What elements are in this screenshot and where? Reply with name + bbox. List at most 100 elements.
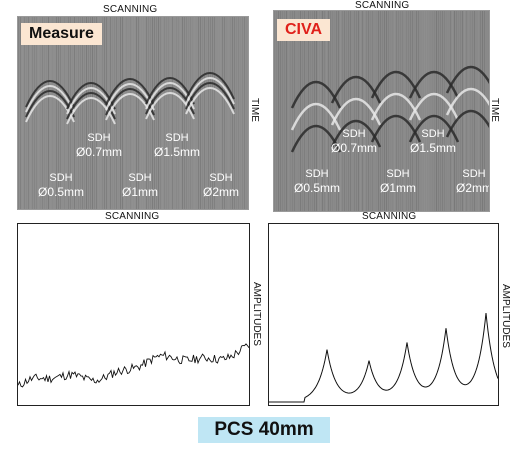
- sdh-echo-arc: [445, 109, 489, 138]
- bscan-texture-line: [88, 17, 89, 209]
- bscan-texture-line: [170, 17, 171, 209]
- sdh-label-0-7mm: SDH Ø0.7mm: [331, 128, 377, 156]
- bscan-texture-line: [274, 11, 275, 211]
- bscan-texture-line: [288, 11, 289, 211]
- sdh-label-text: SDH: [165, 132, 189, 144]
- sdh-label-text: SDH: [87, 132, 111, 144]
- sdh-echo-arc: [408, 114, 460, 143]
- bscan-texture-line: [320, 11, 321, 211]
- bscan-texture-line: [444, 11, 445, 211]
- bscan-texture-line: [204, 17, 205, 209]
- bscan-texture-line: [420, 11, 421, 211]
- bscan-texture-line: [390, 11, 391, 211]
- bscan-texture-line: [380, 11, 381, 211]
- bscan-texture-line: [400, 11, 401, 211]
- sdh-diameter: Ø2mm: [203, 185, 239, 200]
- bscan-texture-line: [122, 17, 123, 209]
- bscan-texture-line: [484, 11, 485, 211]
- bscan-texture-line: [404, 11, 405, 211]
- bscan-texture-line: [356, 11, 357, 211]
- bscan-texture-line: [432, 11, 433, 211]
- bscan-texture-line: [312, 11, 313, 211]
- sdh-diameter: Ø0.7mm: [331, 141, 378, 156]
- bscan-texture-line: [300, 11, 301, 211]
- bscan-texture-line: [140, 17, 141, 209]
- bscan-texture-line: [236, 17, 237, 209]
- bscan-texture-line: [410, 11, 411, 211]
- bscan-texture-line: [46, 17, 47, 209]
- bscan-texture-line: [94, 17, 95, 209]
- bscan-texture-line: [136, 17, 137, 209]
- sdh-echo-arc: [445, 65, 489, 94]
- bscan-texture-line: [52, 17, 53, 209]
- sdh-echo-arc: [66, 97, 116, 125]
- sdh-diameter: Ø0.7mm: [76, 145, 123, 160]
- left-bscan-image: Measure SDH Ø0.7mm SDH Ø1.5mm SDH Ø0.5mm…: [17, 16, 249, 210]
- bscan-texture-line: [308, 11, 309, 211]
- bscan-texture-line: [212, 17, 213, 209]
- bscan-texture-line: [116, 17, 117, 209]
- sdh-diameter: Ø1.5mm: [410, 141, 457, 156]
- bscan-texture-line: [158, 17, 159, 209]
- bscan-texture-line: [460, 11, 461, 211]
- right-plot-scanning-axis-label: SCANNING: [362, 211, 417, 222]
- bscan-texture-line: [32, 17, 33, 209]
- bscan-texture-line: [482, 11, 483, 211]
- amplitude-trace: [17, 343, 250, 388]
- bscan-texture-line: [326, 11, 327, 211]
- bscan-texture-line: [54, 17, 55, 209]
- bscan-texture-line: [40, 17, 41, 209]
- bscan-texture-line: [20, 17, 21, 209]
- bscan-texture-line: [242, 17, 243, 209]
- bscan-texture-line: [78, 17, 79, 209]
- sdh-echo-arc: [66, 87, 116, 115]
- sdh-label-1-5mm: SDH Ø1.5mm: [410, 128, 456, 156]
- bscan-texture-line: [488, 11, 489, 211]
- sdh-label-1mm: SDH Ø1mm: [380, 168, 416, 196]
- bscan-texture-line: [240, 17, 241, 209]
- bscan-texture-line: [132, 17, 133, 209]
- bscan-texture-line: [442, 11, 443, 211]
- sdh-echo-arc: [185, 77, 235, 105]
- bscan-texture-line: [226, 17, 227, 209]
- sdh-echo-arc: [408, 70, 460, 99]
- bscan-texture-line: [58, 17, 59, 209]
- bscan-texture-line: [222, 17, 223, 209]
- bscan-texture-line: [282, 11, 283, 211]
- bscan-texture-line: [180, 17, 181, 209]
- left-plot-scanning-axis-label: SCANNING: [105, 211, 160, 222]
- sdh-label-0-7mm: SDH Ø0.7mm: [76, 132, 122, 160]
- bscan-texture-line: [374, 11, 375, 211]
- sdh-label-text: SDH: [342, 128, 366, 140]
- bscan-texture-line: [438, 11, 439, 211]
- sdh-diameter: Ø1.5mm: [154, 145, 201, 160]
- bscan-texture-line: [276, 11, 277, 211]
- bscan-texture-line: [392, 11, 393, 211]
- bscan-texture-line: [48, 17, 49, 209]
- bscan-texture-line: [156, 17, 157, 209]
- bscan-texture-line: [238, 17, 239, 209]
- bscan-texture-line: [174, 17, 175, 209]
- bscan-texture-line: [162, 17, 163, 209]
- bscan-texture-line: [352, 11, 353, 211]
- bscan-texture-line: [378, 11, 379, 211]
- bscan-texture-line: [200, 17, 201, 209]
- bscan-texture-line: [38, 17, 39, 209]
- bscan-texture-line: [216, 17, 217, 209]
- bscan-texture-line: [124, 17, 125, 209]
- bscan-texture-line: [336, 11, 337, 211]
- sdh-label-text: SDH: [386, 168, 410, 180]
- bscan-texture-line: [60, 17, 61, 209]
- bscan-texture-line: [440, 11, 441, 211]
- sdh-echo-arc: [408, 92, 460, 121]
- bscan-texture-line: [422, 11, 423, 211]
- sdh-label-0-5mm: SDH Ø0.5mm: [294, 168, 340, 196]
- bscan-texture-line: [368, 11, 369, 211]
- bscan-texture-line: [322, 11, 323, 211]
- right-bscan-time-axis-label: TIME: [489, 98, 500, 122]
- sdh-label-text: SDH: [209, 172, 233, 184]
- bscan-texture-line: [202, 17, 203, 209]
- bscan-texture-line: [456, 11, 457, 211]
- bscan-texture-line: [366, 11, 367, 211]
- bscan-texture-line: [284, 11, 285, 211]
